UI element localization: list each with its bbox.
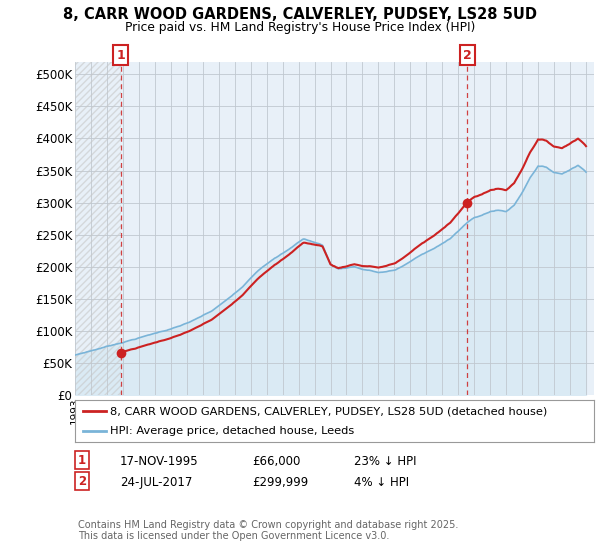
Text: 8, CARR WOOD GARDENS, CALVERLEY, PUDSEY, LS28 5UD (detached house): 8, CARR WOOD GARDENS, CALVERLEY, PUDSEY,… — [110, 407, 548, 416]
Text: 8, CARR WOOD GARDENS, CALVERLEY, PUDSEY, LS28 5UD: 8, CARR WOOD GARDENS, CALVERLEY, PUDSEY,… — [63, 7, 537, 22]
Text: £299,999: £299,999 — [252, 476, 308, 489]
Text: 17-NOV-1995: 17-NOV-1995 — [120, 455, 199, 468]
Text: 23% ↓ HPI: 23% ↓ HPI — [354, 455, 416, 468]
Text: HPI: Average price, detached house, Leeds: HPI: Average price, detached house, Leed… — [110, 427, 355, 436]
Text: Price paid vs. HM Land Registry's House Price Index (HPI): Price paid vs. HM Land Registry's House … — [125, 21, 475, 34]
Text: £66,000: £66,000 — [252, 455, 301, 468]
Text: 2: 2 — [463, 49, 472, 62]
Text: 4% ↓ HPI: 4% ↓ HPI — [354, 476, 409, 489]
Text: 2: 2 — [78, 475, 86, 488]
Bar — [75, 62, 121, 395]
Text: 24-JUL-2017: 24-JUL-2017 — [120, 476, 193, 489]
Text: Contains HM Land Registry data © Crown copyright and database right 2025.
This d: Contains HM Land Registry data © Crown c… — [78, 520, 458, 542]
Text: 1: 1 — [116, 49, 125, 62]
Text: 1: 1 — [78, 454, 86, 466]
